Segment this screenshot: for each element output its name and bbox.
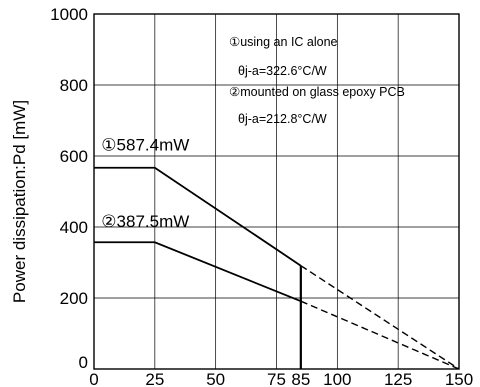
y-axis-label: Power dissipation:Pd [mW] [10, 100, 29, 303]
legend-line: ②mounted on glass epoxy PCB [229, 85, 405, 99]
x-tick-label: 50 [206, 370, 225, 387]
x-tick-label: 85 [291, 370, 310, 387]
value-annotation: ②387.5mW [101, 212, 189, 231]
legend-line: θj-a=322.6°C/W [238, 64, 327, 78]
series-layer [94, 166, 460, 370]
x-tick-label: 75 [267, 370, 286, 387]
x-tick-label: 100 [323, 370, 351, 387]
value-annotation: ①587.4mW [101, 136, 189, 155]
series-1-extrapolation [300, 265, 460, 370]
y-tick-label: 0 [79, 353, 88, 372]
legend-line: θj-a=212.8°C/W [238, 112, 327, 126]
series-2-line [94, 241, 302, 303]
x-axis-ticks: 0 25 50 75 85 100 125 150 [89, 370, 473, 387]
plot-frame [93, 13, 460, 370]
y-tick-label: 800 [60, 76, 88, 95]
annotations: ①587.4mW ②387.5mW [101, 136, 189, 231]
y-axis-ticks: 0 200 400 600 800 1000 [50, 5, 88, 372]
series-2-extrapolation [300, 300, 460, 370]
series-1-line [94, 166, 302, 267]
grid-lines [94, 14, 459, 369]
y-tick-label: 400 [60, 218, 88, 237]
y-tick-label: 1000 [50, 5, 88, 24]
x-tick-label: 0 [89, 370, 98, 387]
x-tick-label: 150 [445, 370, 473, 387]
legend-line: ①using an IC alone [229, 35, 338, 49]
x-tick-label: 25 [145, 370, 164, 387]
y-tick-label: 200 [60, 289, 88, 308]
x-tick-label: 125 [384, 370, 412, 387]
y-tick-label: 600 [60, 147, 88, 166]
legend: ①using an IC alone θj-a=322.6°C/W ②mounted… [229, 35, 405, 126]
